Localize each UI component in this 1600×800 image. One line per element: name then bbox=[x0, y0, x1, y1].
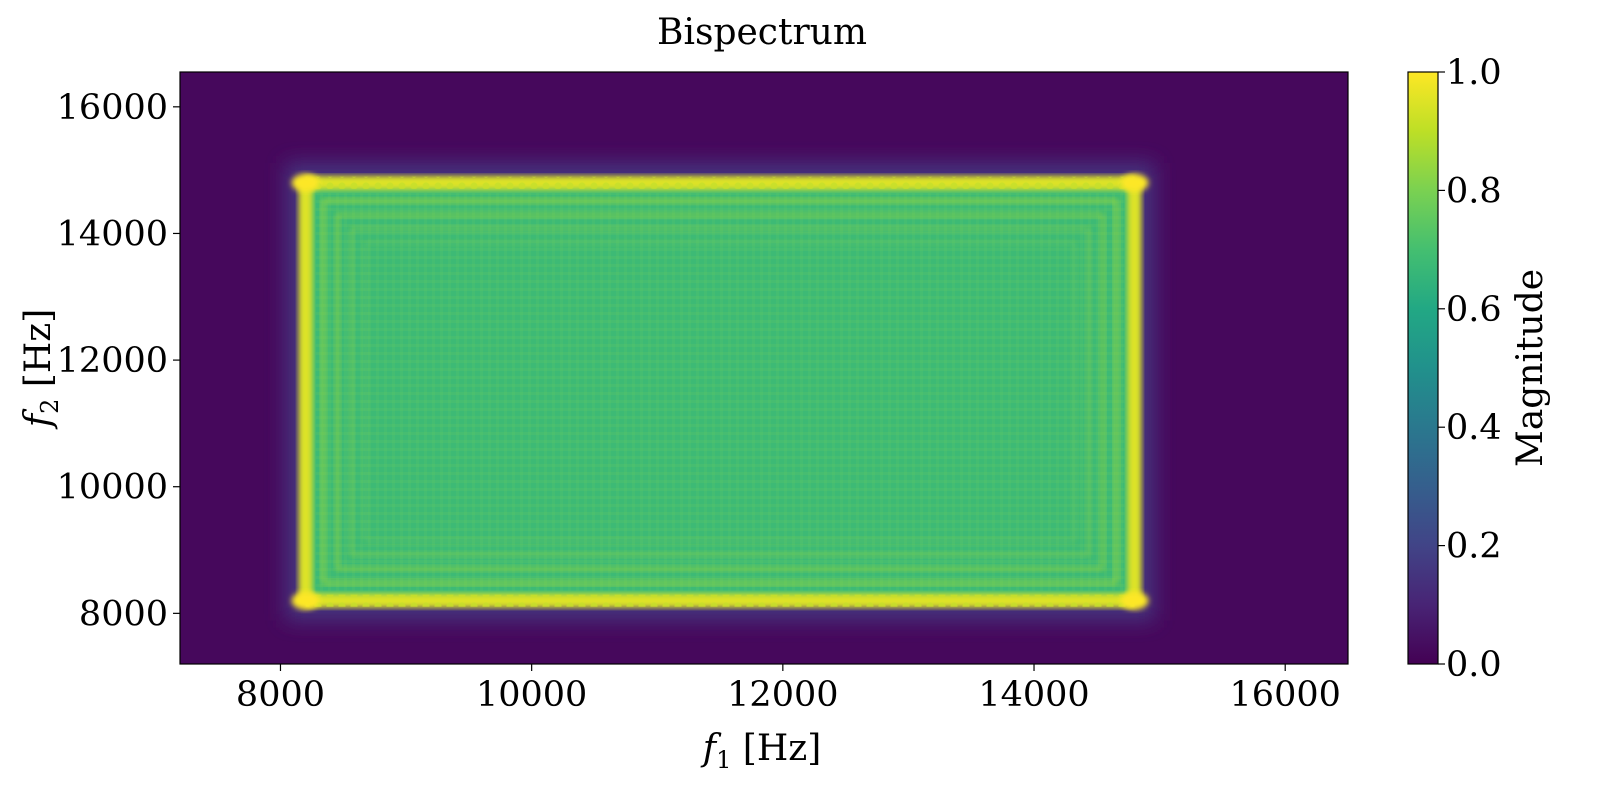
colorbar-tick-label: 0.0 bbox=[1446, 645, 1502, 685]
heatmap-ripple-top bbox=[351, 225, 1089, 232]
colorbar-ticks: 0.0 0.2 0.4 0.6 0.8 1.0 bbox=[1438, 53, 1502, 685]
heatmap-edge-top-beads bbox=[305, 176, 1135, 189]
x-tick-label: 16000 bbox=[1230, 675, 1341, 715]
colorbar-label: Magnitude bbox=[1510, 269, 1551, 467]
colorbar-tick-label: 0.8 bbox=[1446, 171, 1502, 211]
heatmap-corner-peak bbox=[291, 591, 320, 610]
plot-frame bbox=[179, 71, 1349, 665]
heatmap-ripple-top bbox=[323, 197, 1117, 204]
heatmap-ripple-bottom bbox=[337, 565, 1103, 572]
heatmap-corner-peak bbox=[291, 173, 320, 192]
heatmap-edge-left bbox=[298, 182, 313, 601]
heatmap-interior-ripple bbox=[315, 192, 1125, 591]
heatmap-ripple-left bbox=[348, 228, 355, 555]
y-tick-label: 10000 bbox=[57, 468, 168, 508]
x-tick-label: 10000 bbox=[476, 675, 587, 715]
y-tick-label: 12000 bbox=[57, 341, 168, 381]
y-tick-label: 8000 bbox=[79, 594, 168, 634]
colorbar-tick-label: 0.6 bbox=[1446, 290, 1502, 330]
y-tick-label: 16000 bbox=[57, 88, 168, 128]
heatmap-ripple-bottom bbox=[365, 537, 1075, 544]
x-tick-label: 8000 bbox=[236, 675, 325, 715]
heatmap-ripple-right bbox=[1085, 228, 1092, 555]
heatmap-ripple-top bbox=[365, 239, 1075, 246]
heatmap-ripple-right bbox=[1113, 200, 1120, 583]
colorbar-tick-label: 0.4 bbox=[1446, 408, 1502, 448]
heatmap-ripple-right bbox=[1071, 242, 1078, 541]
x-tick-label: 14000 bbox=[978, 675, 1089, 715]
heatmap-edge-bottom-beads bbox=[305, 594, 1135, 607]
x-axis-label-subscript: 1 bbox=[716, 746, 731, 774]
x-tick-label: 12000 bbox=[727, 675, 838, 715]
colorbar-tick-label: 1.0 bbox=[1446, 53, 1502, 93]
heatmap-ripple-right bbox=[1099, 214, 1106, 569]
heatmap-ripple-left bbox=[320, 200, 327, 583]
x-axis-label: f1 [Hz] bbox=[700, 728, 822, 774]
heatmap-ripple-left bbox=[334, 214, 341, 569]
colorbar bbox=[1407, 71, 1439, 665]
heatmap-ripple-bottom bbox=[351, 551, 1089, 558]
y-axis-label-subscript: 2 bbox=[36, 399, 64, 414]
y-axis-label: f2 [Hz] bbox=[18, 309, 64, 431]
heatmap-corner-peak bbox=[1120, 173, 1149, 192]
heatmap-ripple-bottom bbox=[323, 579, 1117, 586]
y-axis-label-unit: [Hz] bbox=[18, 309, 59, 399]
heatmap-corner-peak bbox=[1120, 591, 1149, 610]
heatmap-edge-right bbox=[1127, 182, 1142, 601]
x-axis-label-unit: [Hz] bbox=[731, 728, 821, 769]
heatmap-ripple-top bbox=[337, 211, 1103, 218]
chart-title: Bispectrum bbox=[657, 12, 867, 53]
y-axis-ticks: 8000 10000 12000 14000 16000 bbox=[57, 88, 180, 634]
colorbar-tick-label: 0.2 bbox=[1446, 527, 1502, 567]
heatmap-cells bbox=[285, 162, 1155, 621]
heatmap-ripple-left bbox=[362, 242, 369, 541]
y-tick-label: 14000 bbox=[57, 214, 168, 254]
heatmap-plot-area bbox=[180, 72, 1348, 664]
x-axis-ticks: 8000 10000 12000 14000 16000 bbox=[236, 664, 1341, 715]
